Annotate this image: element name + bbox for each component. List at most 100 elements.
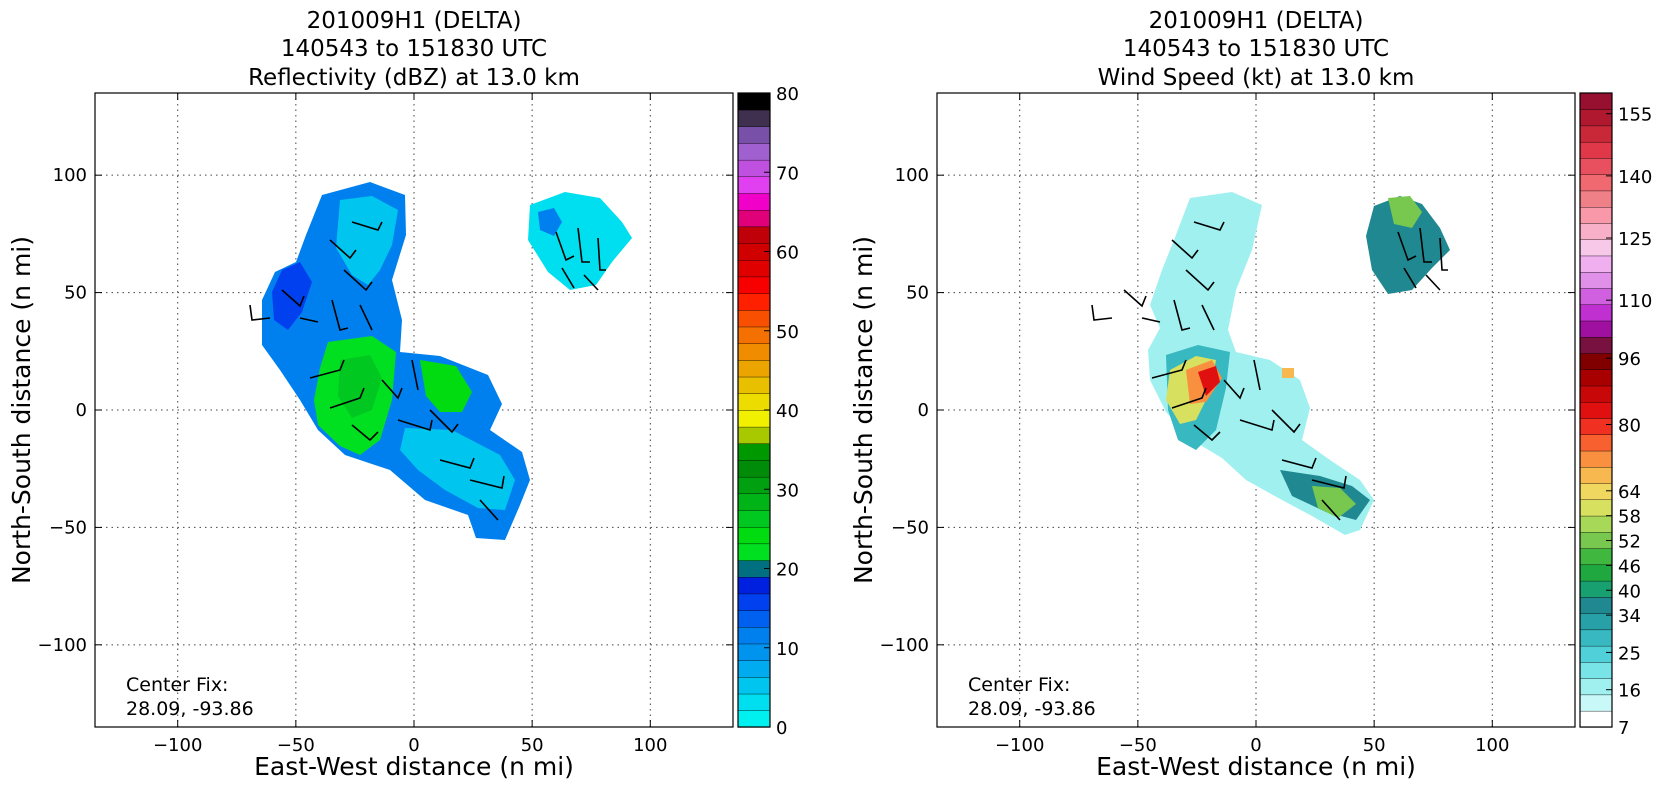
y-tick-label: 100 xyxy=(53,165,87,186)
echo-west-light xyxy=(336,196,398,285)
axis-ticks: −100 −50 0 50 100 −100 −50 0 50 100 xyxy=(38,93,733,756)
x-tick-label: −100 xyxy=(153,735,202,756)
colorbar-frame xyxy=(1579,92,1613,728)
colorbar-swatch xyxy=(1579,629,1613,647)
colorbar-swatch xyxy=(1579,222,1613,240)
colorbar-swatch xyxy=(737,676,771,695)
colorbar-swatch xyxy=(737,426,771,444)
colorbar-swatch xyxy=(1579,109,1613,127)
colorbar-swatch xyxy=(1579,678,1613,696)
colorbar-swatch xyxy=(737,109,771,127)
colorbar-swatch xyxy=(1579,417,1613,435)
colorbar-swatch xyxy=(1579,369,1613,387)
colorbar-swatch xyxy=(1579,174,1613,192)
colorbar-swatch xyxy=(1579,385,1613,403)
colorbar-swatch xyxy=(1579,190,1613,208)
colorbar-swatch xyxy=(737,459,771,478)
colorbar-swatch xyxy=(1579,125,1613,143)
center-fix-value: 28.09, -93.86 xyxy=(968,698,1096,720)
colorbar-swatch xyxy=(737,593,771,611)
colorbar-swatch xyxy=(737,610,771,628)
colorbar-swatch xyxy=(1579,320,1613,338)
echo-south-light xyxy=(400,428,515,510)
x-tick-label: −100 xyxy=(995,735,1044,756)
colorbar-swatch xyxy=(1579,613,1613,631)
panel-wind-speed: 201009H1 (DELTA) 140543 to 151830 UTC Wi… xyxy=(849,8,1652,781)
wind-ne-green xyxy=(1388,196,1422,228)
colorbar: 7 16 25 34 40 46 52 58 64 80 96 110 125 140 155 xyxy=(1579,92,1652,739)
center-fix-label: Center Fix: xyxy=(126,674,228,696)
colorbar-swatch xyxy=(737,126,771,144)
wind-speed-field xyxy=(1148,192,1450,535)
x-axis-label: East-West distance (n mi) xyxy=(1096,752,1416,781)
colorbar-swatch xyxy=(1579,352,1613,370)
colorbar-swatch xyxy=(1579,434,1613,452)
wind-red-core xyxy=(1198,366,1220,396)
colorbar-tick-label: 140 xyxy=(1618,167,1652,188)
y-axis-label: North-South distance (n mi) xyxy=(849,236,878,584)
colorbar-swatch xyxy=(737,293,771,311)
colorbar-tick-label: 40 xyxy=(776,401,799,422)
wind-ne-cell xyxy=(1366,196,1450,294)
colorbar-swatch xyxy=(737,226,771,244)
colorbar-swatch xyxy=(737,493,771,511)
title-line-2: 140543 to 151830 UTC xyxy=(1123,36,1389,62)
x-tick-label: 0 xyxy=(408,735,419,756)
colorbar: 0 10 20 30 40 50 60 70 80 xyxy=(737,84,799,739)
panel-reflectivity: 201009H1 (DELTA) 140543 to 151830 UTC Re… xyxy=(7,8,799,781)
colorbar-swatch xyxy=(1579,157,1613,175)
axis-ticks: −100 −50 0 50 100 −100 −50 0 50 100 xyxy=(880,93,1575,756)
colorbar-swatch xyxy=(737,443,771,461)
y-tick-label: 50 xyxy=(906,283,929,304)
reflectivity-field xyxy=(262,182,632,540)
colorbar-swatch xyxy=(1579,710,1613,728)
colorbar-swatch xyxy=(1579,206,1613,224)
title-line-3: Wind Speed (kt) at 13.0 km xyxy=(1098,65,1415,91)
colorbar-swatch xyxy=(1579,271,1613,289)
colorbar-swatch xyxy=(1579,287,1613,305)
colorbar-tick-label: 80 xyxy=(776,84,799,105)
colorbar-swatch xyxy=(1579,401,1613,419)
x-tick-label: 100 xyxy=(633,735,667,756)
colorbar-tick-label: 7 xyxy=(1618,718,1629,739)
center-fix-label: Center Fix: xyxy=(968,674,1070,696)
x-tick-label: 50 xyxy=(1363,735,1386,756)
y-tick-label: 0 xyxy=(76,400,87,421)
colorbar-tick-label: 46 xyxy=(1618,556,1641,577)
colorbar-tick-label: 10 xyxy=(776,639,799,660)
colorbar-swatch xyxy=(1579,515,1613,533)
colorbar-tick-label: 96 xyxy=(1618,349,1641,370)
colorbar-swatch xyxy=(737,92,771,111)
colorbar-tick-label: 125 xyxy=(1618,229,1652,250)
colorbar-tick-label: 80 xyxy=(1618,416,1641,437)
x-tick-label: 50 xyxy=(521,735,544,756)
colorbar-swatch xyxy=(1579,564,1613,582)
colorbar-swatch xyxy=(1579,141,1613,159)
colorbar-tick-label: 58 xyxy=(1618,507,1641,528)
colorbar-swatch xyxy=(737,526,771,545)
wind-west-arm xyxy=(1148,192,1374,535)
title-line-1: 201009H1 (DELTA) xyxy=(307,8,522,34)
colorbar-swatch xyxy=(1579,336,1613,354)
colorbar-swatch xyxy=(1579,645,1613,663)
colorbar-swatch xyxy=(737,409,771,428)
colorbar-swatch xyxy=(737,159,771,178)
colorbar-swatch xyxy=(1579,239,1613,257)
colorbar-swatch xyxy=(1579,482,1613,501)
colorbar-swatch xyxy=(737,393,771,411)
colorbar-swatch xyxy=(1579,694,1613,712)
echo-east-green xyxy=(420,360,472,412)
center-fix-value: 28.09, -93.86 xyxy=(126,698,254,720)
colorbar-swatch xyxy=(737,660,771,678)
colorbar-swatch xyxy=(737,359,771,378)
y-axis-label: North-South distance (n mi) xyxy=(7,236,36,584)
colorbar-tick-label: 0 xyxy=(776,718,787,739)
y-tick-label: 50 xyxy=(64,283,87,304)
colorbar-swatch xyxy=(737,343,771,361)
y-tick-label: −50 xyxy=(49,517,87,538)
colorbar-swatch xyxy=(1579,466,1613,484)
colorbar-tick-label: 50 xyxy=(776,322,799,343)
wind-south-green xyxy=(1312,486,1356,518)
x-axis-label: East-West distance (n mi) xyxy=(254,752,574,781)
